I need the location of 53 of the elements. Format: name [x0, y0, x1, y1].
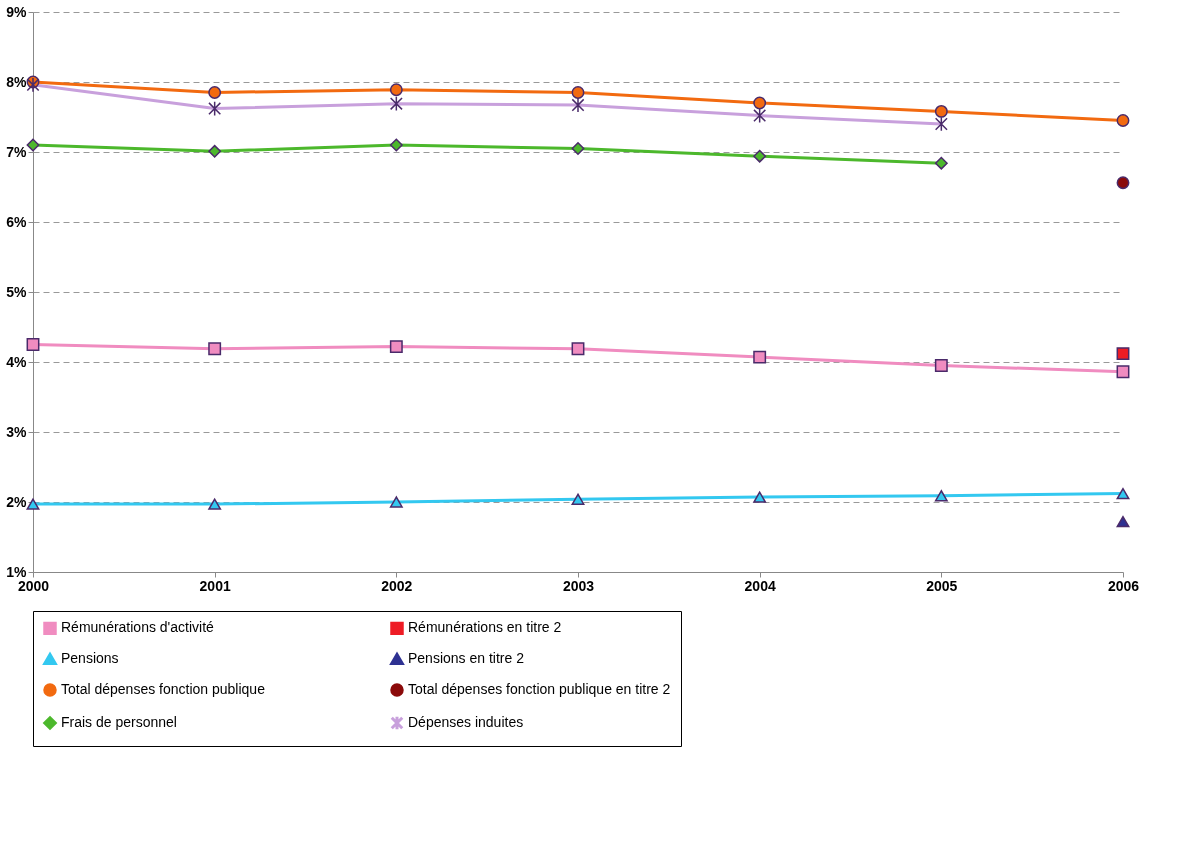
point — [208, 86, 222, 99]
point — [571, 142, 585, 155]
y-tick-label: 1% — [6, 563, 28, 580]
point — [208, 498, 222, 510]
point — [934, 490, 948, 502]
point — [934, 359, 948, 372]
point — [1116, 114, 1130, 127]
legend-label: Rémunérations en titre 2 — [408, 619, 562, 636]
y-tick-label: 9% — [6, 3, 28, 20]
point — [389, 83, 403, 97]
point — [1116, 487, 1130, 500]
point — [26, 498, 40, 510]
y-tick-label: 5% — [6, 283, 28, 300]
point — [753, 350, 767, 364]
x-tick-label: 2005 — [926, 577, 958, 594]
x-tick-label: 2004 — [744, 577, 776, 594]
point — [1116, 176, 1130, 190]
point — [753, 96, 767, 110]
y-tick-label: 3% — [6, 423, 28, 440]
y-tick-label: 7% — [6, 143, 28, 160]
y-tick-label: 6% — [6, 213, 28, 230]
x-tick-label: 2001 — [199, 577, 231, 594]
y-tick-label: 8% — [6, 73, 28, 90]
point — [571, 86, 585, 99]
point — [208, 342, 222, 356]
point — [389, 496, 403, 508]
legend-label: Total dépenses fonction publique en titre 2 — [408, 681, 671, 697]
x-tick-label: 2002 — [381, 577, 413, 594]
point — [934, 104, 948, 118]
y-tick-label: 2% — [6, 493, 28, 510]
legend-label: Pensions en titre 2 — [408, 650, 525, 666]
point — [753, 149, 767, 163]
legend-label: Pensions — [61, 650, 119, 666]
legend-label: Dépenses induites — [408, 714, 524, 730]
point — [26, 338, 40, 351]
x-tick-label: 2000 — [17, 577, 50, 594]
legend-label: Total dépenses fonction publique — [61, 681, 266, 697]
legend-label: Rémunérations d'activité — [61, 619, 215, 636]
point — [1116, 347, 1130, 361]
point — [934, 156, 948, 170]
x-tick-label: 2006 — [1107, 577, 1140, 594]
point — [26, 138, 40, 152]
point — [208, 144, 222, 158]
point — [571, 342, 585, 356]
point — [389, 138, 403, 152]
point — [389, 340, 403, 354]
point — [753, 491, 767, 503]
point — [1116, 515, 1130, 528]
point — [1116, 365, 1130, 379]
x-tick-label: 2003 — [562, 577, 595, 594]
point — [571, 493, 585, 505]
legend-label: Frais de personnel — [61, 714, 177, 730]
y-tick-label: 4% — [6, 353, 28, 370]
